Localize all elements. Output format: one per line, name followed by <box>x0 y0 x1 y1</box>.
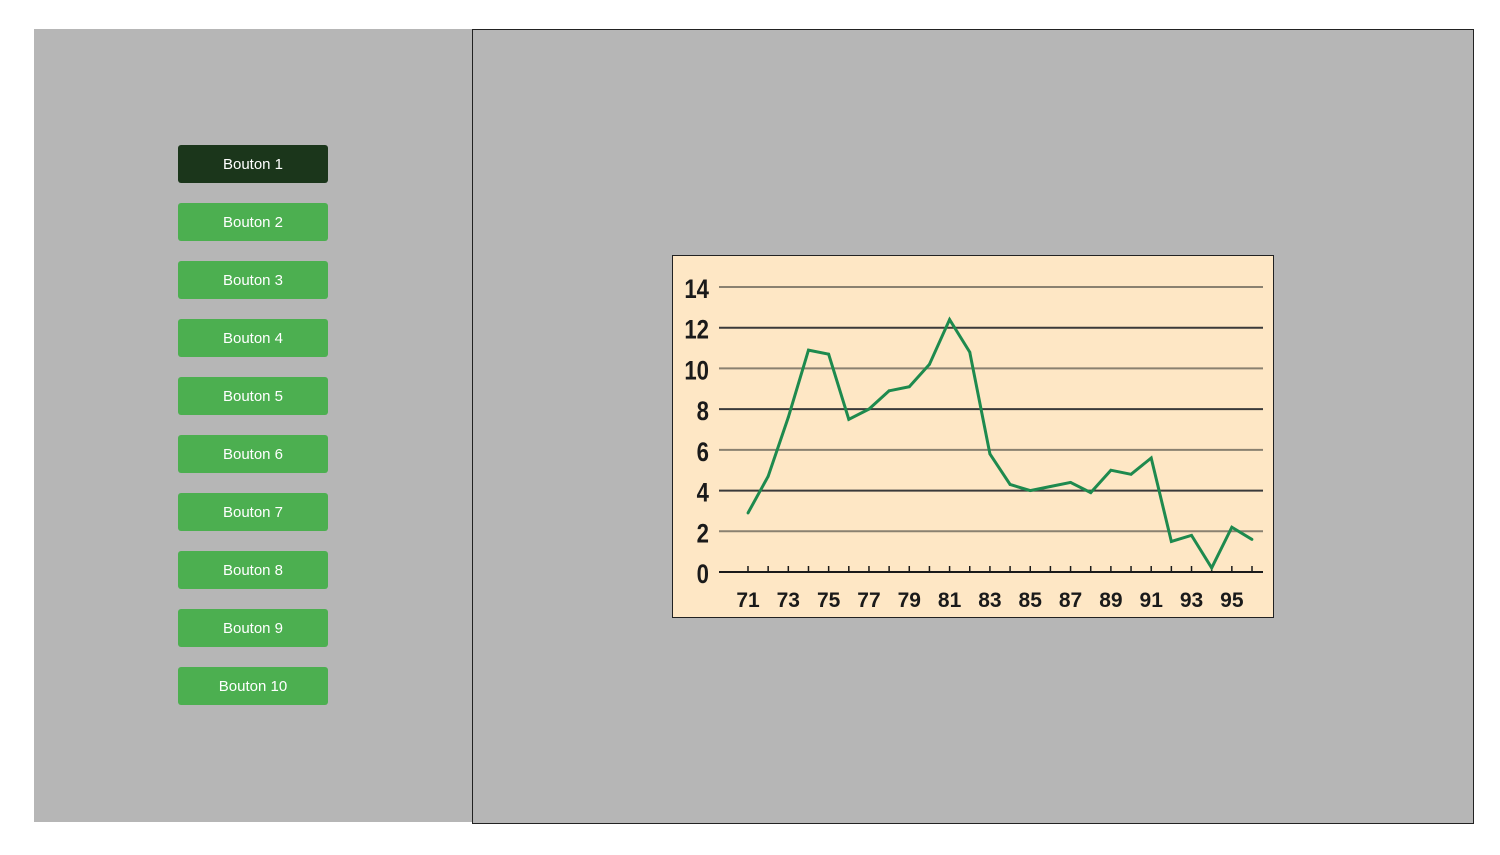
data-point <box>1028 489 1032 492</box>
nav-button-2[interactable]: Bouton 2 <box>178 203 328 241</box>
data-point <box>827 352 831 356</box>
nav-button-8[interactable]: Bouton 8 <box>178 551 328 589</box>
data-point <box>968 350 972 354</box>
y-tick-label: 8 <box>697 397 709 427</box>
button-list: Bouton 1 Bouton 2 Bouton 3 Bouton 4 Bouton 5… <box>178 145 328 725</box>
x-tick-label: 91 <box>1140 589 1164 612</box>
nav-button-7[interactable]: Bouton 7 <box>178 493 328 531</box>
data-point <box>1049 485 1052 488</box>
data-point <box>867 407 871 411</box>
nav-button-3[interactable]: Bouton 3 <box>178 261 328 299</box>
data-point <box>988 452 992 456</box>
data-point <box>1190 533 1193 537</box>
data-point <box>766 474 770 478</box>
data-point <box>1169 540 1173 543</box>
data-point <box>1089 491 1093 495</box>
y-tick-label: 4 <box>697 479 710 509</box>
nav-button-6[interactable]: Bouton 6 <box>178 435 328 473</box>
x-tick-label: 89 <box>1099 589 1122 612</box>
data-point <box>1129 472 1133 476</box>
data-point <box>1109 468 1113 472</box>
x-tick-label: 73 <box>777 589 800 612</box>
data-point <box>807 348 810 352</box>
x-tick-label: 77 <box>857 589 880 612</box>
main-panel: 0 2 4 6 8 10 12 14 71 73 75 77 79 81 83 85 87 89 91 93 95 <box>472 29 1474 824</box>
y-tick-label: 6 <box>697 438 709 468</box>
nav-button-4[interactable]: Bouton 4 <box>178 319 328 357</box>
data-point <box>928 362 931 366</box>
data-point <box>847 417 851 421</box>
x-tick-label: 85 <box>1019 589 1043 612</box>
data-point <box>746 511 750 515</box>
data-point <box>948 318 951 321</box>
nav-button-1[interactable]: Bouton 1 <box>178 145 328 183</box>
y-tick-label: 12 <box>684 316 709 346</box>
x-tick-label: 75 <box>817 589 841 612</box>
x-tick-label: 87 <box>1059 589 1082 612</box>
data-point <box>887 389 891 393</box>
data-point <box>1008 483 1012 486</box>
x-tick-label: 71 <box>736 589 760 612</box>
x-tick-label: 81 <box>938 589 962 612</box>
data-point <box>1069 481 1072 484</box>
y-tick-label: 10 <box>684 356 709 386</box>
y-tick-label: 14 <box>684 275 709 305</box>
data-point <box>786 415 790 419</box>
x-tick-label: 79 <box>898 589 921 612</box>
series-line-1 <box>746 316 1253 572</box>
x-tick-label: 95 <box>1220 589 1244 612</box>
data-point <box>1149 456 1153 460</box>
data-point <box>1250 538 1254 541</box>
data-point <box>1230 525 1234 529</box>
y-tick-label: 2 <box>697 519 709 549</box>
nav-button-5[interactable]: Bouton 5 <box>178 377 328 415</box>
y-tick-label: 0 <box>697 560 709 590</box>
nav-button-9[interactable]: Bouton 9 <box>178 609 328 647</box>
nav-button-10[interactable]: Bouton 10 <box>178 667 328 705</box>
line-chart: 0 2 4 6 8 10 12 14 71 73 75 77 79 81 83 85 87 89 91 93 95 <box>684 275 1263 612</box>
x-tick-label: 83 <box>978 589 1001 612</box>
chart-image: 0 2 4 6 8 10 12 14 71 73 75 77 79 81 83 85 87 89 91 93 95 <box>672 255 1274 618</box>
data-point <box>907 385 911 389</box>
sidebar-panel: Bouton 1 Bouton 2 Bouton 3 Bouton 4 Bouton 5… <box>34 29 472 822</box>
data-point <box>1210 566 1214 570</box>
x-tick-label: 93 <box>1180 589 1203 612</box>
